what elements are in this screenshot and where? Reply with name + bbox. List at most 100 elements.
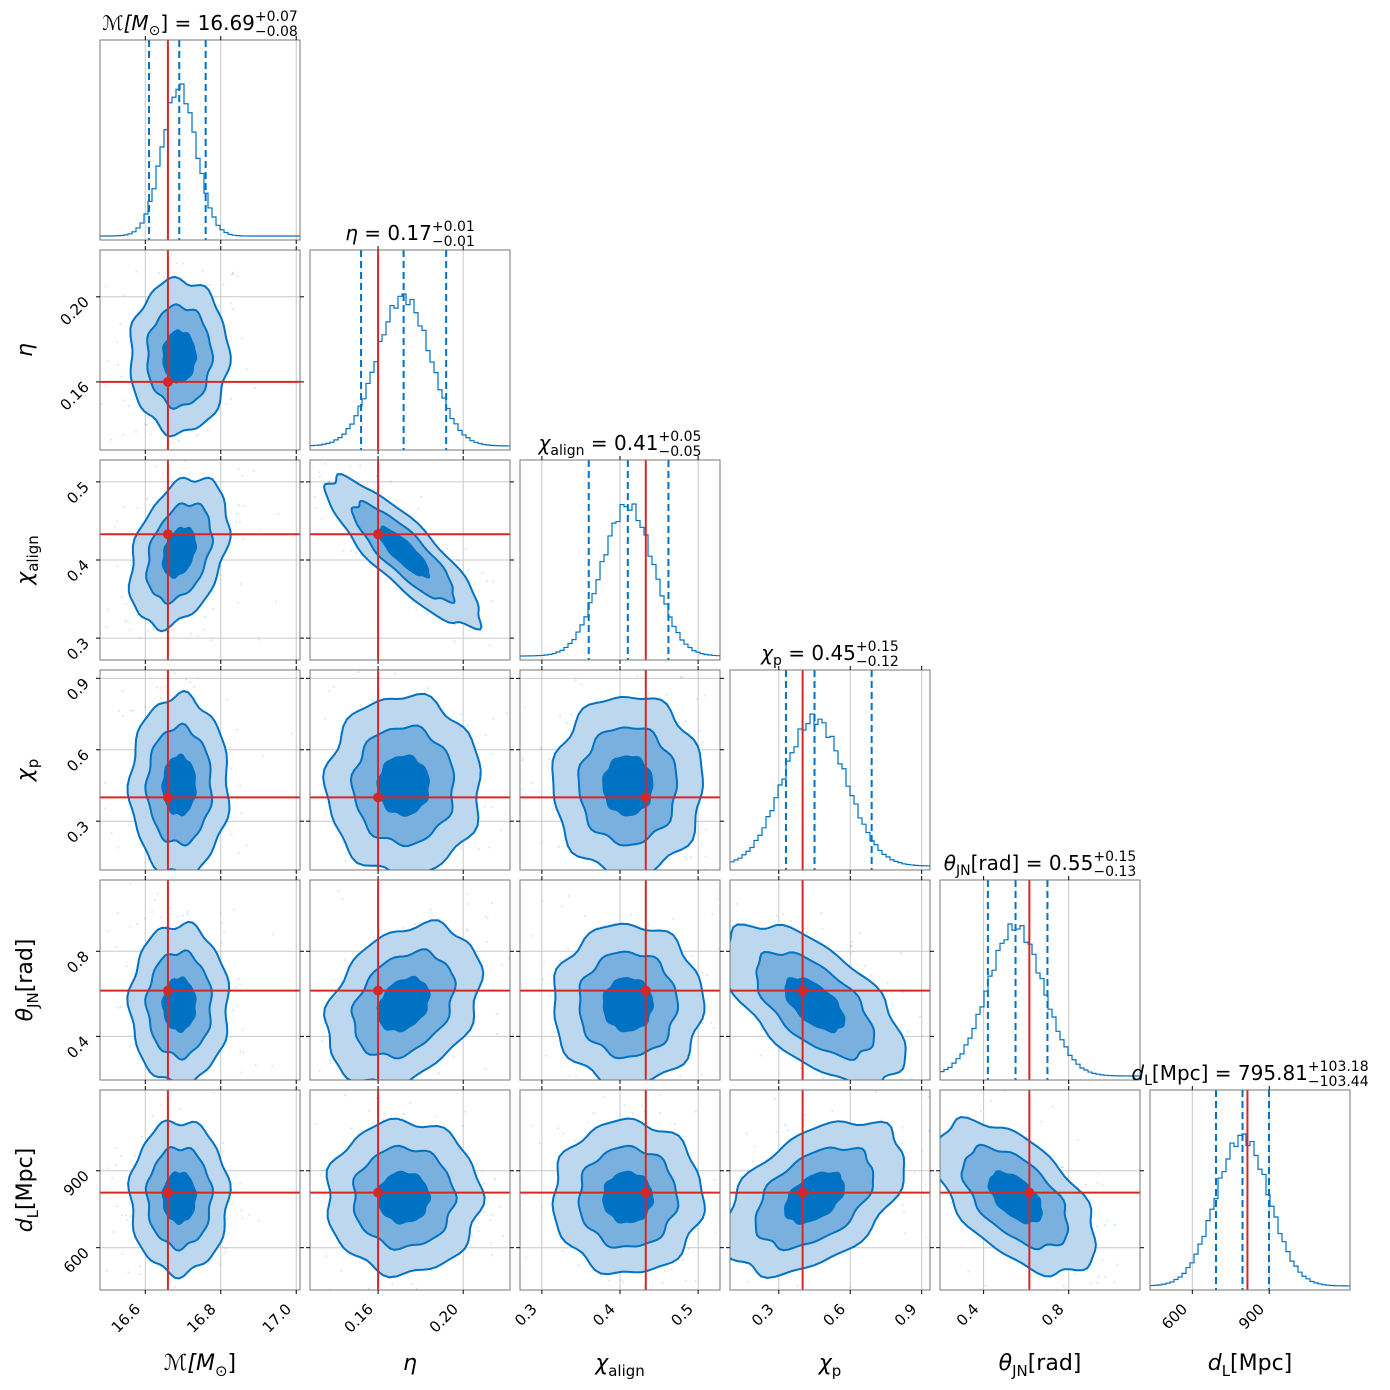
sample-point — [103, 807, 106, 810]
sample-point — [242, 504, 245, 507]
sample-point — [337, 890, 340, 893]
sample-point — [179, 1107, 182, 1110]
panel-frame — [309, 249, 511, 451]
sample-point — [466, 902, 469, 905]
sample-point — [492, 668, 494, 670]
sample-point — [341, 898, 344, 901]
y-tick-label-chi_align: 0.5 — [63, 478, 93, 508]
sample-point — [462, 1125, 465, 1128]
sample-point — [937, 1042, 939, 1044]
sample-point — [559, 960, 562, 963]
panel-dist-chi_align — [516, 1086, 724, 1294]
sample-point — [329, 1062, 332, 1065]
sample-point — [357, 671, 360, 674]
sample-point — [339, 732, 342, 735]
panel-title-eta: η = 0.17+0.01 −0.01 — [345, 219, 475, 250]
sample-point — [486, 917, 489, 920]
sample-point — [647, 923, 650, 926]
sample-point — [324, 462, 327, 465]
sample-point — [500, 829, 503, 832]
sample-point — [275, 600, 278, 603]
sample-point — [721, 1207, 723, 1209]
sample-point — [1025, 1130, 1028, 1133]
panel-frame — [729, 879, 931, 1081]
sample-point — [1062, 1285, 1065, 1288]
sample-point — [821, 1076, 824, 1079]
sample-point — [590, 660, 592, 662]
panel-frame — [309, 669, 511, 871]
sample-point — [907, 1030, 910, 1033]
sample-point — [71, 981, 73, 983]
sample-point — [670, 1268, 673, 1271]
sample-point — [710, 1021, 713, 1024]
sample-point — [984, 1284, 987, 1287]
sample-point — [230, 398, 233, 401]
sample-point — [1141, 1284, 1143, 1286]
sample-point — [679, 1075, 682, 1078]
sample-point — [569, 729, 572, 732]
sample-point — [318, 471, 321, 474]
sample-point — [562, 1249, 565, 1252]
sample-point — [329, 1059, 332, 1062]
sample-point — [373, 488, 376, 491]
sample-point — [490, 806, 493, 809]
sample-point — [775, 914, 778, 917]
sample-point — [237, 851, 240, 854]
sample-point — [850, 940, 853, 943]
sample-point — [705, 828, 708, 831]
sample-point — [350, 550, 353, 553]
sample-point — [138, 1265, 141, 1268]
sample-point — [684, 1279, 687, 1282]
sample-point — [110, 438, 113, 441]
sample-point — [751, 1160, 754, 1163]
sample-point — [470, 1235, 473, 1238]
contour-1sigma — [602, 1170, 655, 1224]
sample-point — [349, 465, 352, 468]
panel-frame — [1149, 1089, 1351, 1291]
sample-point — [164, 875, 166, 877]
sample-point — [563, 1083, 565, 1085]
sample-point — [690, 955, 693, 958]
sample-point — [1073, 1272, 1076, 1275]
sample-point — [401, 1293, 403, 1295]
sample-point — [151, 910, 154, 913]
sample-point — [236, 275, 239, 278]
sample-point — [426, 613, 429, 616]
truth-marker — [162, 792, 173, 803]
panel-frame — [99, 1089, 301, 1291]
sample-point — [490, 1241, 493, 1244]
sample-point — [153, 876, 155, 878]
sample-point — [315, 1123, 318, 1126]
sample-point — [124, 620, 127, 623]
sample-point — [224, 324, 227, 327]
sample-point — [672, 666, 674, 668]
sample-point — [122, 399, 125, 402]
panel-bg — [940, 880, 1140, 1080]
panel-title-dist: dL[Mpc] = 795.81+103.18 −103.44 — [1131, 1059, 1368, 1090]
sample-point — [91, 1095, 93, 1097]
sample-point — [500, 963, 503, 966]
sample-point — [727, 919, 729, 921]
sample-point — [530, 934, 533, 937]
sample-point — [1090, 1282, 1093, 1285]
sample-point — [196, 635, 199, 638]
sample-point — [714, 1231, 717, 1234]
sample-point — [124, 1214, 127, 1217]
sample-point — [239, 1182, 242, 1185]
sample-point — [481, 572, 484, 575]
sample-point — [805, 931, 808, 934]
sample-point — [395, 587, 398, 590]
sample-point — [231, 307, 234, 310]
sample-point — [96, 779, 98, 781]
sample-point — [517, 761, 519, 763]
sample-point — [321, 1169, 324, 1172]
sample-point — [720, 788, 722, 790]
panel-title-chi_align: χalign = 0.41+0.05 −0.05 — [538, 429, 702, 460]
truth-marker — [373, 529, 384, 540]
sample-point — [151, 874, 153, 876]
sample-point — [115, 1163, 118, 1166]
sample-point — [1154, 1348, 1156, 1350]
sample-point — [390, 1086, 392, 1088]
sample-point — [106, 1167, 109, 1170]
sample-point — [499, 1205, 502, 1208]
